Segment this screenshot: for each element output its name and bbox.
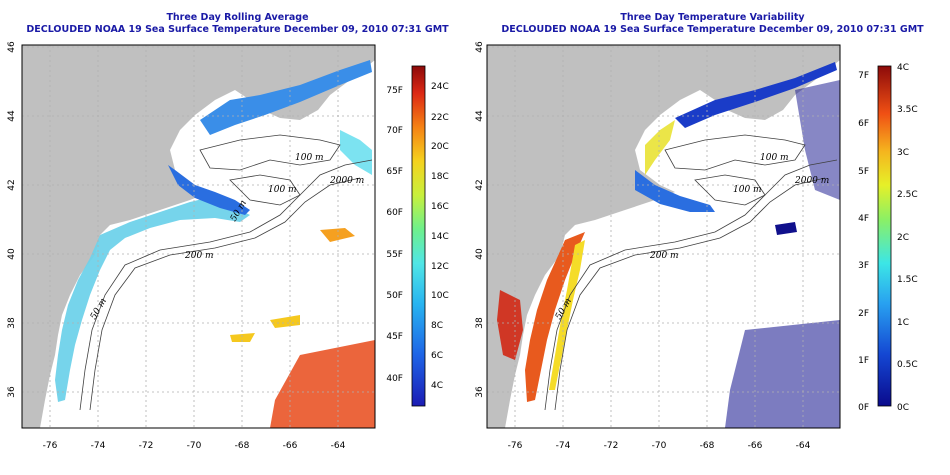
contour-label: 100 m	[760, 153, 789, 163]
sst-variability-map: 100 m 2000 m 100 m 200 m 50 m -76 -74 -7…	[475, 41, 918, 451]
colorbar-c-label: 8C	[431, 321, 443, 331]
colorbar-c-label: 24C	[431, 82, 449, 92]
coastal-sst	[55, 196, 250, 402]
contour-label: 100 m	[733, 185, 762, 195]
map-subtitle: DECLOUDED NOAA 19 Sea Surface Temperatur…	[501, 24, 924, 35]
map-title: Three Day Rolling Average	[166, 12, 309, 23]
sst-average-map: 100 m 2000 m 100 m 200 m 50 m 50 m -76 -…	[7, 41, 449, 451]
colorbar-f-label: 55F	[386, 250, 403, 260]
y-tick-label: 42	[475, 179, 485, 190]
colorbar-c-label: 16C	[431, 202, 449, 212]
contour-label: 100 m	[295, 153, 324, 163]
y-tick-label: 40	[475, 248, 485, 260]
x-tick-label: -72	[604, 441, 619, 451]
colorbar-c-label: 4C	[431, 381, 443, 391]
y-tick-label: 46	[475, 41, 485, 53]
colorbar-c-label: 2.5C	[897, 190, 918, 200]
colorbar-f-label: 2F	[858, 309, 869, 319]
colorbar-f-label: 3F	[858, 261, 869, 271]
map-title: Three Day Temperature Variability	[620, 12, 805, 23]
colorbar-c-label: 12C	[431, 262, 449, 272]
contour-label: 200 m	[184, 251, 214, 261]
y-tick-label: 44	[7, 110, 17, 122]
colorbar-f-label: 65F	[386, 167, 403, 177]
y-tick-label: 36	[7, 386, 17, 398]
x-tick-label: -68	[700, 441, 715, 451]
x-tick-label: -64	[331, 441, 346, 451]
sst-variability-panel: Three Day Temperature Variability DECLOU…	[475, 0, 950, 475]
x-tick-label: -70	[187, 441, 202, 451]
colorbar-f-label: 70F	[386, 126, 403, 136]
y-tick-label: 46	[7, 41, 17, 53]
variability-band	[525, 232, 585, 402]
contour-label: 200 m	[649, 251, 679, 261]
colorbar-c-label: 4C	[897, 63, 909, 73]
colorbar-c-label: 0C	[897, 403, 909, 413]
x-tick-label: -74	[556, 441, 571, 451]
x-tick-label: -68	[235, 441, 250, 451]
y-tick-label: 42	[7, 179, 17, 190]
colorbar-c-label: 20C	[431, 142, 449, 152]
land-mass	[487, 45, 840, 410]
colorbar-f-label: 1F	[858, 356, 869, 366]
y-tick-label: 44	[475, 110, 485, 122]
map-subtitle: DECLOUDED NOAA 19 Sea Surface Temperatur…	[26, 24, 449, 35]
colorbar-c-label: 14C	[431, 232, 449, 242]
colorbar-c-label: 6C	[431, 351, 443, 361]
colorbar-c-label: 3C	[897, 148, 909, 158]
colorbar-c-label: 22C	[431, 113, 449, 123]
colorbar-c-label: 3.5C	[897, 105, 918, 115]
y-tick-label: 36	[475, 386, 485, 398]
colorbar-f-label: 6F	[858, 119, 869, 129]
colorbar-f-label: 4F	[858, 214, 869, 224]
x-tick-label: -76	[508, 441, 523, 451]
x-tick-label: -70	[652, 441, 667, 451]
colorbar-c-label: 1.5C	[897, 275, 918, 285]
colorbar-c-label: 18C	[431, 172, 449, 182]
colorbar	[411, 65, 426, 407]
colorbar-c-label: 10C	[431, 291, 449, 301]
colorbar-f-label: 7F	[858, 71, 869, 81]
x-tick-label: -66	[748, 441, 763, 451]
colorbar-f-label: 45F	[386, 332, 403, 342]
y-tick-label: 40	[7, 248, 17, 260]
contour-label: 2000 m	[794, 176, 829, 186]
contour-label: 2000 m	[329, 176, 364, 186]
x-tick-label: -74	[91, 441, 106, 451]
colorbar-f-label: 75F	[386, 86, 403, 96]
colorbar-f-label: 5F	[858, 167, 869, 177]
colorbar-c-label: 2C	[897, 233, 909, 243]
land-mass	[22, 45, 375, 410]
y-tick-label: 38	[7, 317, 17, 329]
x-tick-label: -76	[43, 441, 58, 451]
x-tick-label: -72	[139, 441, 154, 451]
colorbar-c-label: 1C	[897, 318, 909, 328]
colorbar-f-label: 0F	[858, 403, 869, 413]
x-tick-label: -66	[283, 441, 298, 451]
colorbar-f-label: 40F	[386, 374, 403, 384]
colorbar	[877, 65, 892, 407]
colorbar-f-label: 50F	[386, 291, 403, 301]
colorbar-f-label: 60F	[386, 208, 403, 218]
contour-label: 100 m	[268, 185, 297, 195]
x-tick-label: -64	[796, 441, 811, 451]
sst-average-panel: Three Day Rolling Average DECLOUDED NOAA…	[7, 12, 449, 451]
y-tick-label: 38	[475, 317, 485, 329]
colorbar-c-label: 0.5C	[897, 360, 918, 370]
